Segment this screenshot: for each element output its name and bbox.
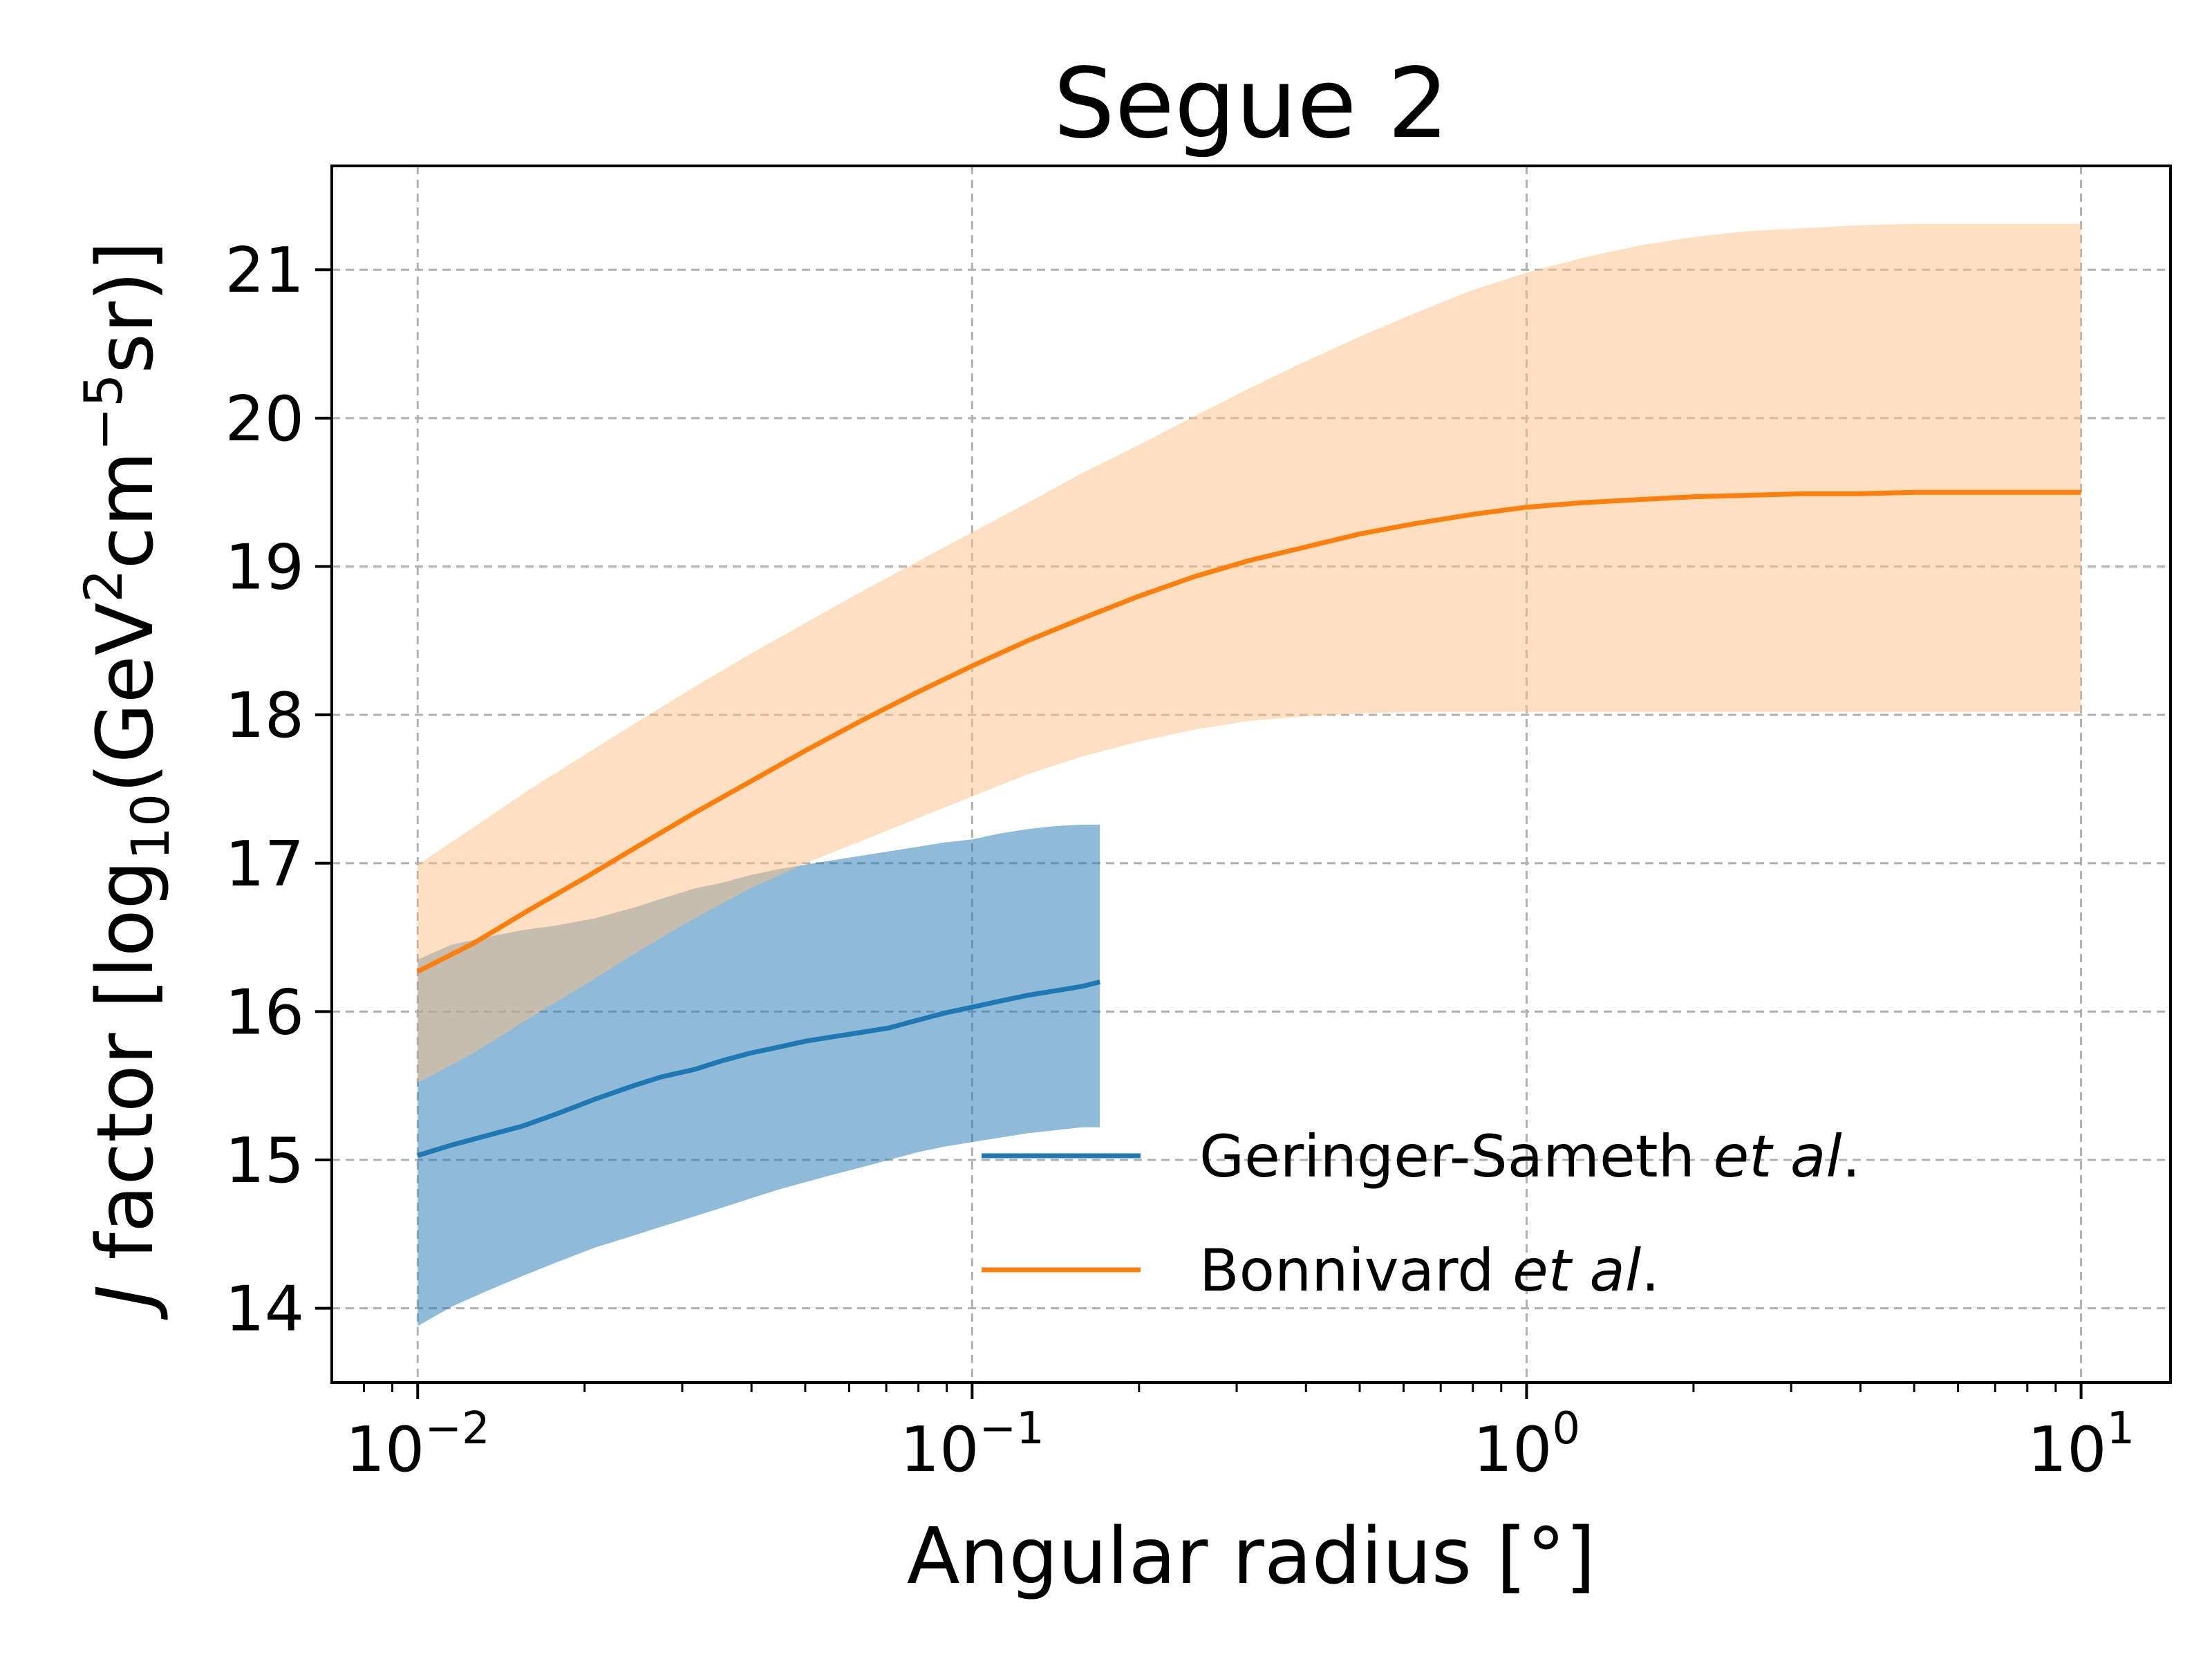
y-axis-label-unit-b: cm — [81, 451, 171, 570]
y-tick-label: 19 — [225, 532, 304, 604]
x-tick-label-exponent: −2 — [424, 1403, 489, 1454]
x-tick-label: 10−2 — [346, 1403, 490, 1486]
y-axis-label-superscript-a: 2 — [73, 569, 134, 602]
x-tick-label-base: 10 — [900, 1414, 980, 1486]
x-tick-label-exponent: −1 — [979, 1403, 1044, 1454]
y-axis-label: J factor [log10(GeV2cm−5sr)] — [73, 241, 181, 1320]
uncertainty-band-bonnivard — [418, 223, 2081, 1083]
legend-label-geringer-sameth-italic: et al — [1714, 1123, 1842, 1190]
series-lines — [416, 489, 2081, 1158]
uncertainty-bands — [418, 223, 2081, 1327]
legend-label-bonnivard-space — [1494, 1237, 1512, 1304]
series-line-geringer-sameth — [417, 980, 1101, 1158]
legend-label-geringer-sameth-name: Geringer-Sameth — [1199, 1123, 1695, 1190]
x-tick-label-base: 10 — [1473, 1414, 1553, 1486]
y-tick-label: 18 — [225, 679, 304, 752]
y-axis-label-unit-c: sr)] — [81, 241, 171, 374]
legend-label-bonnivard-italic: et al — [1512, 1237, 1641, 1304]
y-tick-label: 17 — [225, 828, 304, 901]
legend-label-geringer-sameth-suffix: . — [1842, 1123, 1861, 1190]
y-axis-label-unit-a: (GeV — [81, 603, 171, 794]
legend: Geringer-Sameth et al. Bonnivard et al. — [982, 1123, 1860, 1304]
y-tick-label: 16 — [225, 976, 304, 1049]
x-tick-label: 101 — [2027, 1403, 2135, 1486]
legend-label-geringer-sameth: Geringer-Sameth et al. — [1199, 1123, 1860, 1190]
x-tick-label-exponent: 0 — [1552, 1403, 1580, 1454]
y-axis-label-superscript-b: −5 — [73, 374, 134, 451]
x-tick-label: 100 — [1473, 1403, 1580, 1486]
y-axis-label-main: factor [log — [81, 860, 171, 1284]
chart-title: Segue 2 — [1053, 48, 1449, 160]
y-axis-label-subscript: 10 — [120, 794, 181, 861]
x-axis-label: Angular radius [°] — [907, 1512, 1595, 1602]
x-tick-label-exponent: 1 — [2106, 1403, 2135, 1454]
y-tick-label: 21 — [225, 234, 304, 307]
y-tick-label: 15 — [225, 1125, 304, 1197]
y-tick-label: 20 — [225, 383, 304, 456]
x-tick-label: 10−1 — [900, 1403, 1044, 1486]
legend-label-geringer-sameth-space — [1695, 1123, 1714, 1190]
series-line-bonnivard — [416, 489, 2081, 974]
legend-label-bonnivard-name: Bonnivard — [1199, 1237, 1494, 1304]
x-tick-label-base: 10 — [346, 1414, 425, 1486]
x-tick-label-base: 10 — [2027, 1414, 2107, 1486]
y-tick-label: 14 — [225, 1273, 304, 1346]
legend-label-bonnivard-suffix: . — [1641, 1237, 1660, 1304]
legend-label-bonnivard: Bonnivard et al. — [1199, 1237, 1660, 1304]
plot-frame — [330, 165, 2172, 1384]
